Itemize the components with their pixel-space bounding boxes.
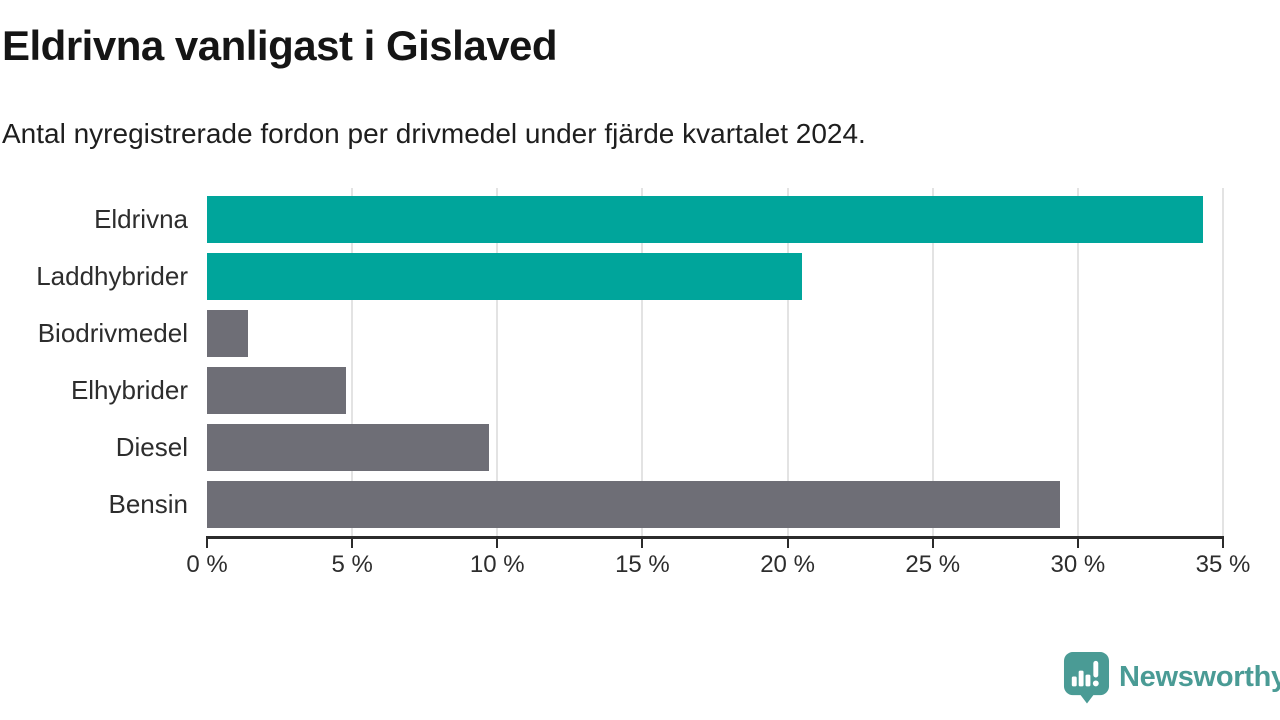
chart-title: Eldrivna vanligast i Gislaved	[2, 22, 558, 69]
bar-laddhybrider	[207, 253, 802, 300]
x-tick-label: 35 %	[1195, 551, 1251, 578]
bar-bensin	[207, 481, 1060, 528]
gridline	[931, 188, 934, 536]
x-tick-label: 5 %	[331, 551, 373, 578]
category-label-eldrivna: Eldrivna	[94, 204, 188, 234]
gridline	[351, 188, 354, 536]
x-axis-tick	[641, 536, 644, 548]
x-axis-tick	[351, 536, 354, 548]
bar-diesel	[207, 424, 489, 471]
category-label-laddhybrider: Laddhybrider	[36, 261, 188, 291]
x-tick-label: 10 %	[469, 551, 525, 578]
x-axis-tick	[786, 536, 789, 548]
x-tick-label: 20 %	[760, 551, 815, 578]
x-axis-tick	[1222, 536, 1224, 548]
category-label-diesel: Diesel	[115, 432, 188, 462]
category-label-bensin: Bensin	[108, 489, 189, 519]
category-label-elhybrider: Elhybrider	[70, 375, 188, 405]
x-tick-label: 30 %	[1050, 551, 1106, 578]
newsworthy-wordmark: Newsworthy	[1119, 660, 1280, 693]
bar-elhybrider	[207, 367, 346, 414]
x-axis-tick	[931, 536, 934, 548]
category-label-biodrivmedel: Biodrivmedel	[37, 318, 188, 348]
x-tick-label: 25 %	[905, 551, 961, 578]
gridline	[1076, 188, 1079, 536]
newsworthy-logo: Newsworthy	[1063, 649, 1280, 705]
bar-biodrivmedel	[207, 310, 248, 357]
x-tick-label: 0 %	[186, 551, 228, 578]
bar-eldrivna	[207, 196, 1203, 243]
gridline	[786, 188, 789, 536]
x-axis-tick	[206, 536, 208, 548]
x-axis-tick	[1076, 536, 1079, 548]
chart-subtitle: Antal nyregistrerade fordon per drivmede…	[2, 118, 866, 149]
x-tick-label: 15 %	[615, 551, 670, 578]
gridline	[496, 188, 499, 536]
x-axis-line	[206, 536, 1224, 539]
bar-chart-speech-bubble-icon	[1063, 651, 1110, 703]
gridline	[1222, 188, 1224, 536]
gridline	[641, 188, 644, 536]
x-axis-tick	[496, 536, 499, 548]
